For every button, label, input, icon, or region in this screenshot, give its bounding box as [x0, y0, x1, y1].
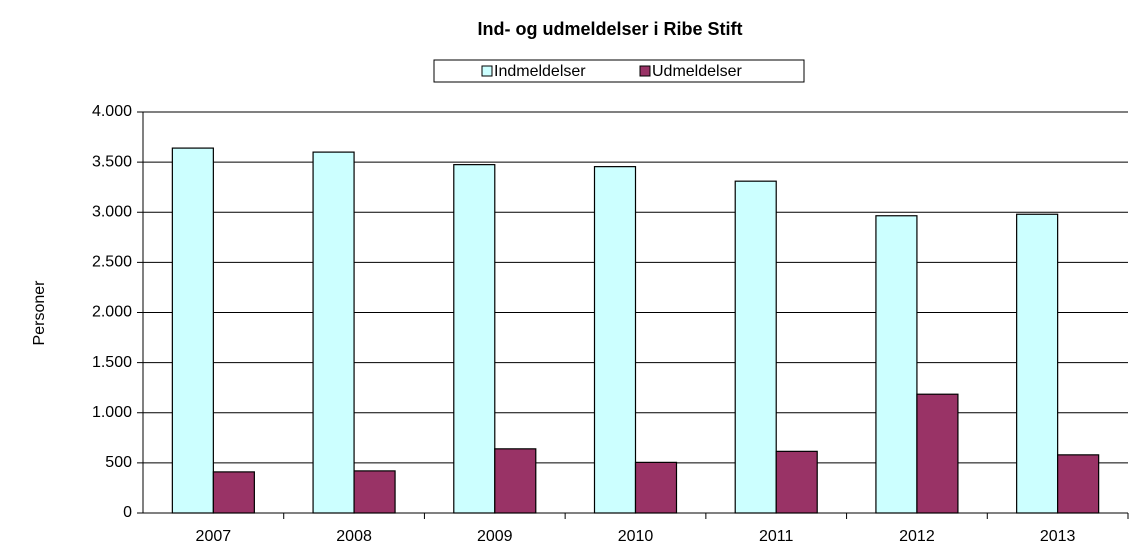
y-axis-label: Personer — [31, 280, 48, 346]
x-tick-label: 2013 — [1040, 528, 1076, 545]
bar — [171, 147, 214, 514]
bar — [916, 393, 959, 514]
bar — [353, 470, 396, 514]
y-tick-label: 3.000 — [92, 203, 132, 220]
y-tick-label: 500 — [105, 454, 132, 471]
bar — [212, 471, 255, 514]
legend-swatch — [481, 65, 493, 77]
y-tick-label: 4.000 — [92, 103, 132, 120]
bar — [1016, 213, 1059, 514]
y-tick-label: 2.000 — [92, 304, 132, 321]
y-tick-label: 1.500 — [92, 354, 132, 371]
legend-swatch — [639, 65, 651, 77]
legend-label: Indmeldelser — [494, 63, 586, 80]
chart-title: Ind- og udmeldelser i Ribe Stift — [477, 19, 742, 39]
y-tick-label: 1.000 — [92, 404, 132, 421]
x-tick-label: 2012 — [899, 528, 935, 545]
y-tick-label: 2.500 — [92, 254, 132, 271]
x-tick-label: 2011 — [759, 528, 794, 545]
legend-label: Udmeldelser — [652, 63, 742, 80]
bar — [775, 450, 818, 514]
bar — [593, 166, 637, 514]
bar — [494, 448, 537, 514]
y-tick-label: 3.500 — [92, 153, 132, 170]
bar — [634, 461, 678, 514]
legend-box — [433, 59, 805, 83]
bar — [453, 164, 496, 514]
x-tick-label: 2009 — [477, 528, 513, 545]
x-tick-label: 2007 — [196, 528, 232, 545]
x-tick-label: 2010 — [618, 528, 654, 545]
bar — [312, 151, 355, 514]
bar — [1057, 454, 1100, 514]
x-tick-label: 2008 — [336, 528, 372, 545]
bar — [875, 215, 918, 514]
bar — [734, 180, 777, 514]
y-tick-label: 0 — [123, 504, 132, 521]
